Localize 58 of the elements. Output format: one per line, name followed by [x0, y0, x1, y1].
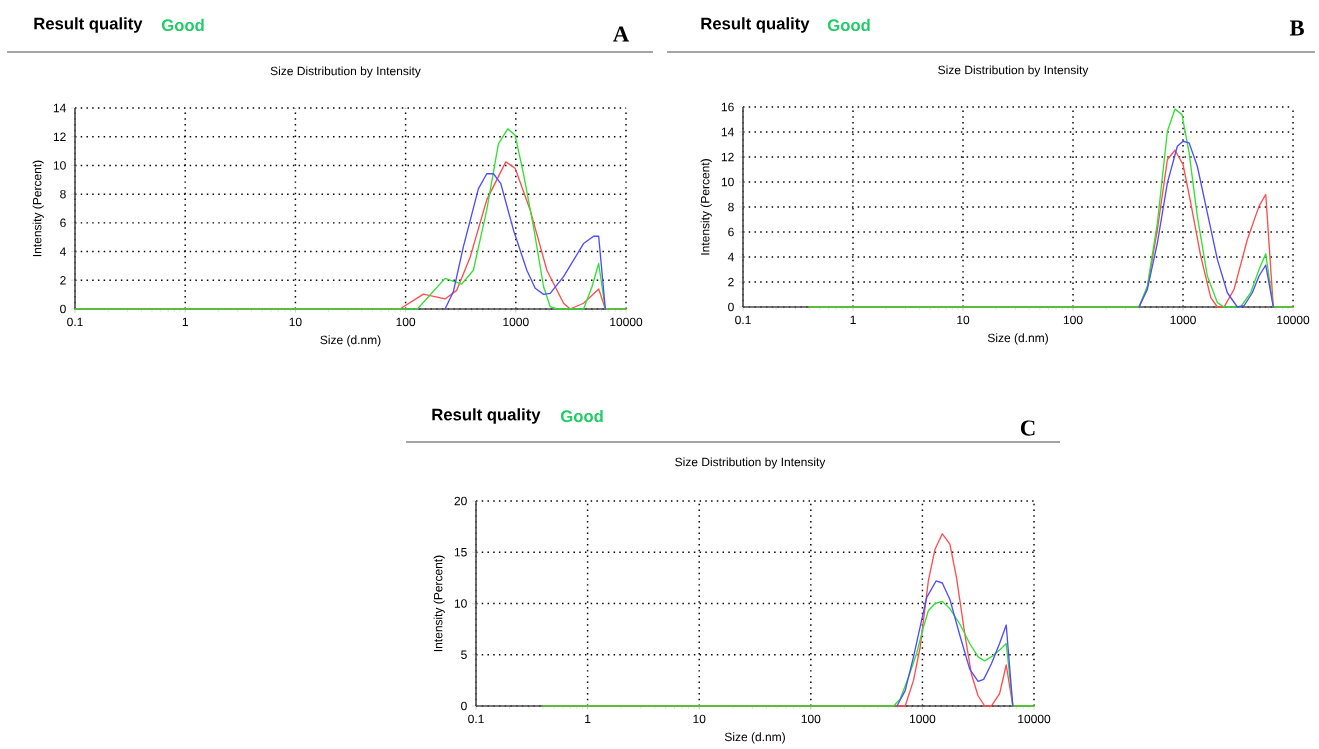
y-tick-label: 14: [53, 103, 66, 113]
y-axis-title: Intensity (Percent): [32, 160, 44, 257]
y-tick-label: 6: [728, 227, 734, 237]
y-tick-label: 4: [727, 252, 734, 262]
x-tick-label: 100: [396, 317, 416, 327]
y-tick-label: 12: [721, 152, 734, 162]
text: Result quality: [34, 17, 143, 33]
x-tick-label: 100: [1063, 315, 1083, 325]
text: C: [1020, 420, 1035, 436]
x-tick-label: 10: [693, 714, 706, 724]
y-tick-label: 16: [721, 102, 734, 112]
x-axis-title: Size (d.nm): [987, 333, 1048, 345]
x-tick-label: 1000: [503, 317, 529, 327]
text: B: [1289, 20, 1304, 36]
text: Result quality: [432, 408, 541, 424]
x-tick-label: 10: [957, 315, 970, 325]
text: Good: [161, 18, 204, 32]
x-tick-label: 0.1: [735, 315, 751, 325]
chart-title: Size Distribution by Intensity: [675, 457, 826, 469]
chart-title: Size Distribution by Intensity: [270, 66, 421, 78]
x-tick-label: 10000: [610, 317, 643, 327]
x-tick-label: 10000: [1018, 714, 1051, 724]
text: A: [613, 26, 630, 42]
y-tick-label: 14: [721, 127, 734, 137]
x-tick-label: 10000: [1277, 315, 1310, 325]
x-tick-label: 0.1: [468, 714, 484, 724]
y-axis-title: Intensity (Percent): [433, 555, 445, 652]
y-tick-label: 0: [60, 304, 66, 314]
text: Result quality: [701, 17, 810, 33]
x-tick-label: 100: [801, 714, 821, 724]
y-tick-label: 5: [461, 650, 467, 659]
x-axis-title: Size (d.nm): [320, 335, 381, 347]
y-tick-label: 0: [461, 701, 467, 711]
x-tick-label: 1000: [909, 714, 936, 724]
y-tick-label: 20: [454, 496, 467, 506]
y-tick-label: 8: [728, 202, 734, 212]
x-tick-label: 1: [585, 714, 591, 723]
chart-title: Size Distribution by Intensity: [938, 65, 1089, 77]
y-tick-label: 6: [60, 218, 66, 228]
y-tick-label: 10: [53, 161, 66, 170]
y-tick-label: 0: [728, 302, 734, 312]
y-tick-label: 15: [454, 548, 467, 557]
y-tick-label: 4: [59, 247, 66, 256]
x-tick-label: 10: [289, 317, 302, 327]
text: Good: [827, 18, 870, 32]
x-axis-title: Size (d.nm): [724, 732, 785, 744]
x-tick-label: 1000: [1170, 315, 1196, 325]
y-tick-label: 12: [53, 132, 66, 141]
y-tick-label: 2: [728, 277, 734, 287]
y-axis-title: Intensity (Percent): [700, 159, 712, 255]
x-tick-label: 1: [850, 315, 856, 324]
y-tick-label: 10: [721, 177, 734, 187]
y-tick-label: 8: [60, 189, 66, 199]
text: Good: [560, 409, 603, 423]
y-tick-label: 10: [454, 599, 467, 608]
x-tick-label: 0.1: [67, 317, 83, 327]
y-tick-label: 2: [60, 276, 66, 285]
x-tick-label: 1: [182, 317, 188, 326]
